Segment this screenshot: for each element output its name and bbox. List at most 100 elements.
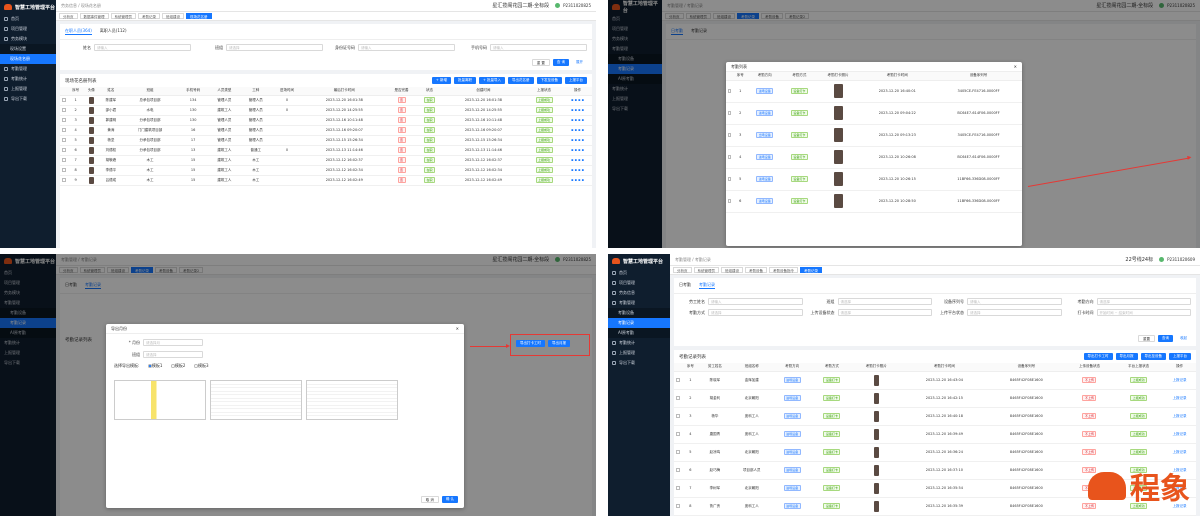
checkbox[interactable] [676, 396, 680, 400]
nav-stat[interactable]: 考勤统计 [612, 86, 628, 91]
report-record-link[interactable]: 上报记录 [1163, 389, 1196, 408]
row-check[interactable] [726, 146, 734, 169]
select-all[interactable] [60, 87, 68, 96]
month-picker[interactable]: 请选择月 [143, 339, 203, 346]
checkbox[interactable] [727, 111, 732, 115]
cancel-button[interactable]: 取 消 [420, 496, 439, 503]
row-check[interactable] [674, 479, 683, 498]
row-check[interactable] [60, 105, 68, 116]
filter-input[interactable]: 请选择 [837, 298, 932, 305]
row-check[interactable] [60, 165, 68, 176]
tab-4[interactable]: 班组建设 [162, 13, 184, 19]
nav-labor-info[interactable]: 劳务信息 [608, 288, 670, 298]
project-selector[interactable]: 22号线24标 [1125, 257, 1154, 263]
subtab-daily[interactable]: 日考勤 [65, 282, 77, 287]
table-row[interactable]: 7 胡敬峰 木工 15 建筑工人 木工 2023-12-12 16:02:37 否在职 2023… [60, 155, 592, 166]
info-icon[interactable]: ▪ [580, 148, 584, 152]
table-row[interactable]: 3 杨华 庞科工人 进场设备 设备打卡 2023-12-20 16:40:18 8465F4… [674, 407, 1196, 426]
info-icon[interactable]: ▪ [580, 108, 584, 112]
edit-icon[interactable]: ▪ [571, 168, 574, 172]
template-preview-2[interactable] [210, 380, 302, 420]
row-check[interactable] [726, 102, 734, 125]
checkbox[interactable] [62, 158, 66, 162]
nav-export[interactable]: 导出下载 [612, 106, 628, 111]
edit-icon[interactable]: ▪ [571, 158, 574, 162]
row-check[interactable] [60, 155, 68, 166]
row-check[interactable] [674, 443, 683, 462]
export-monthly-button[interactable]: 导出月报 [548, 340, 570, 347]
filter-input[interactable]: 请输入 [708, 298, 803, 305]
nav-ai-att[interactable]: AI原考勤 [608, 328, 670, 338]
nav-project[interactable]: 项目管理 [4, 280, 20, 285]
nav-report[interactable]: 上报管理 [4, 350, 20, 355]
sync-icon[interactable]: ▪ [576, 168, 581, 172]
username[interactable]: P2311020609 [1167, 257, 1195, 262]
tab-3[interactable]: 考勤记录 [737, 13, 759, 19]
report-record-link[interactable]: 上报记录 [1163, 461, 1196, 480]
delete-icon[interactable]: ▪ [573, 178, 577, 182]
checkbox[interactable] [676, 468, 680, 472]
table-row[interactable]: 2 邵小君 水电 130 建筑工人 管理人员 0 2023-12-20 14:25:55 否在职… [60, 105, 592, 116]
filter-input[interactable]: 开始时间 ~ 结束时间 [1096, 309, 1191, 316]
tab-4[interactable]: 考勤设备 [155, 267, 177, 273]
info-icon[interactable]: ▪ [580, 178, 584, 182]
expand-link[interactable]: 展开 [576, 60, 583, 64]
nav-export[interactable]: 导出下载 [0, 94, 56, 104]
tab-0[interactable]: 分析页 [59, 13, 78, 19]
tab-5[interactable]: 考勤记录 [800, 267, 822, 273]
filter-input[interactable]: 请输入 [94, 44, 191, 51]
reset-button[interactable]: 重置 [1138, 335, 1155, 342]
avatar[interactable] [1159, 257, 1165, 262]
tab-1[interactable]: 系统管理员 [685, 13, 711, 19]
checkbox[interactable] [62, 108, 66, 112]
info-icon[interactable]: ▪ [580, 128, 584, 132]
info-icon[interactable]: ▪ [580, 118, 584, 122]
row-check[interactable] [674, 407, 683, 426]
template-option-1[interactable]: 模板2 [171, 363, 185, 369]
export-hours-button[interactable]: 导出打卡工时 [516, 340, 545, 347]
nav-report[interactable]: 上报管理 [608, 348, 670, 358]
tab-0[interactable]: 分析页 [59, 267, 78, 273]
search-button[interactable]: 查 询 [552, 59, 569, 66]
checkbox[interactable] [62, 178, 66, 182]
filter-input[interactable]: 请输入 [967, 298, 1062, 305]
edit-icon[interactable]: ▪ [571, 108, 574, 112]
radio[interactable] [148, 364, 152, 368]
tab-0[interactable]: 分析页 [673, 267, 692, 273]
username[interactable]: P2311020825 [563, 257, 591, 262]
tab-2[interactable]: 班组建设 [107, 267, 129, 273]
tab-5[interactable]: 考勤记录2 [179, 267, 204, 273]
table-row[interactable]: 3 郭建明 分承包项目部 130 管理人员 管理人员 2023-12-16 10:11:48… [60, 115, 592, 126]
roster-action-1[interactable]: 批量离职 [453, 77, 476, 84]
tab-5[interactable]: 考勤记录2 [785, 13, 810, 19]
roster-action-0[interactable]: + 新增 [431, 77, 451, 84]
close-icon[interactable]: ✕ [455, 326, 459, 331]
delete-icon[interactable]: ▪ [573, 158, 577, 162]
table-row[interactable]: 5 赵凉鸣 北京朝阳 进场设备 设备打卡 2023-12-20 16:36:24 8465F… [674, 443, 1196, 462]
row-check[interactable] [674, 371, 683, 390]
nav-report[interactable]: 上报管理 [612, 96, 628, 101]
table-row[interactable]: 5 杨坚 分承包项目部 17 管理人员 管理人员 2023-12-15 15:26:34 否在… [60, 135, 592, 146]
roster-subtab-1[interactable]: 离职人员(112) [99, 28, 127, 33]
checkbox[interactable] [62, 138, 66, 142]
tab-4[interactable]: 考勤设备 [761, 13, 783, 19]
records-action-3[interactable]: 上报平台 [1169, 353, 1191, 360]
row-check[interactable] [60, 95, 68, 106]
delete-icon[interactable]: ▪ [573, 168, 577, 172]
table-row[interactable]: 9 吕德成 木工 15 建筑工人 木工 2023-12-12 16:02:49 否在职 2023… [60, 175, 592, 186]
avatar[interactable] [555, 3, 561, 8]
template-preview-3[interactable] [306, 380, 398, 420]
checkbox[interactable] [676, 504, 680, 508]
tab-1[interactable]: 数据事件管理 [79, 13, 109, 19]
checkbox[interactable] [62, 98, 66, 102]
row-check[interactable] [60, 135, 68, 146]
records-subtab-0[interactable]: 日考勤 [679, 282, 691, 287]
template-option-2[interactable]: 模板3 [194, 363, 209, 369]
table-row[interactable]: 4 唐国青 庞科工人 进场设备 设备打卡 2023-12-20 16:39:49 8465F… [674, 425, 1196, 444]
sync-icon[interactable]: ▪ [576, 128, 581, 132]
checkbox[interactable] [62, 118, 66, 122]
records-action-1[interactable]: 导出月报 [1115, 353, 1138, 360]
checkbox[interactable] [676, 432, 680, 436]
filter-input[interactable]: 请选择 [708, 309, 803, 316]
nav-site-setting[interactable]: 现场设置 [0, 44, 56, 54]
